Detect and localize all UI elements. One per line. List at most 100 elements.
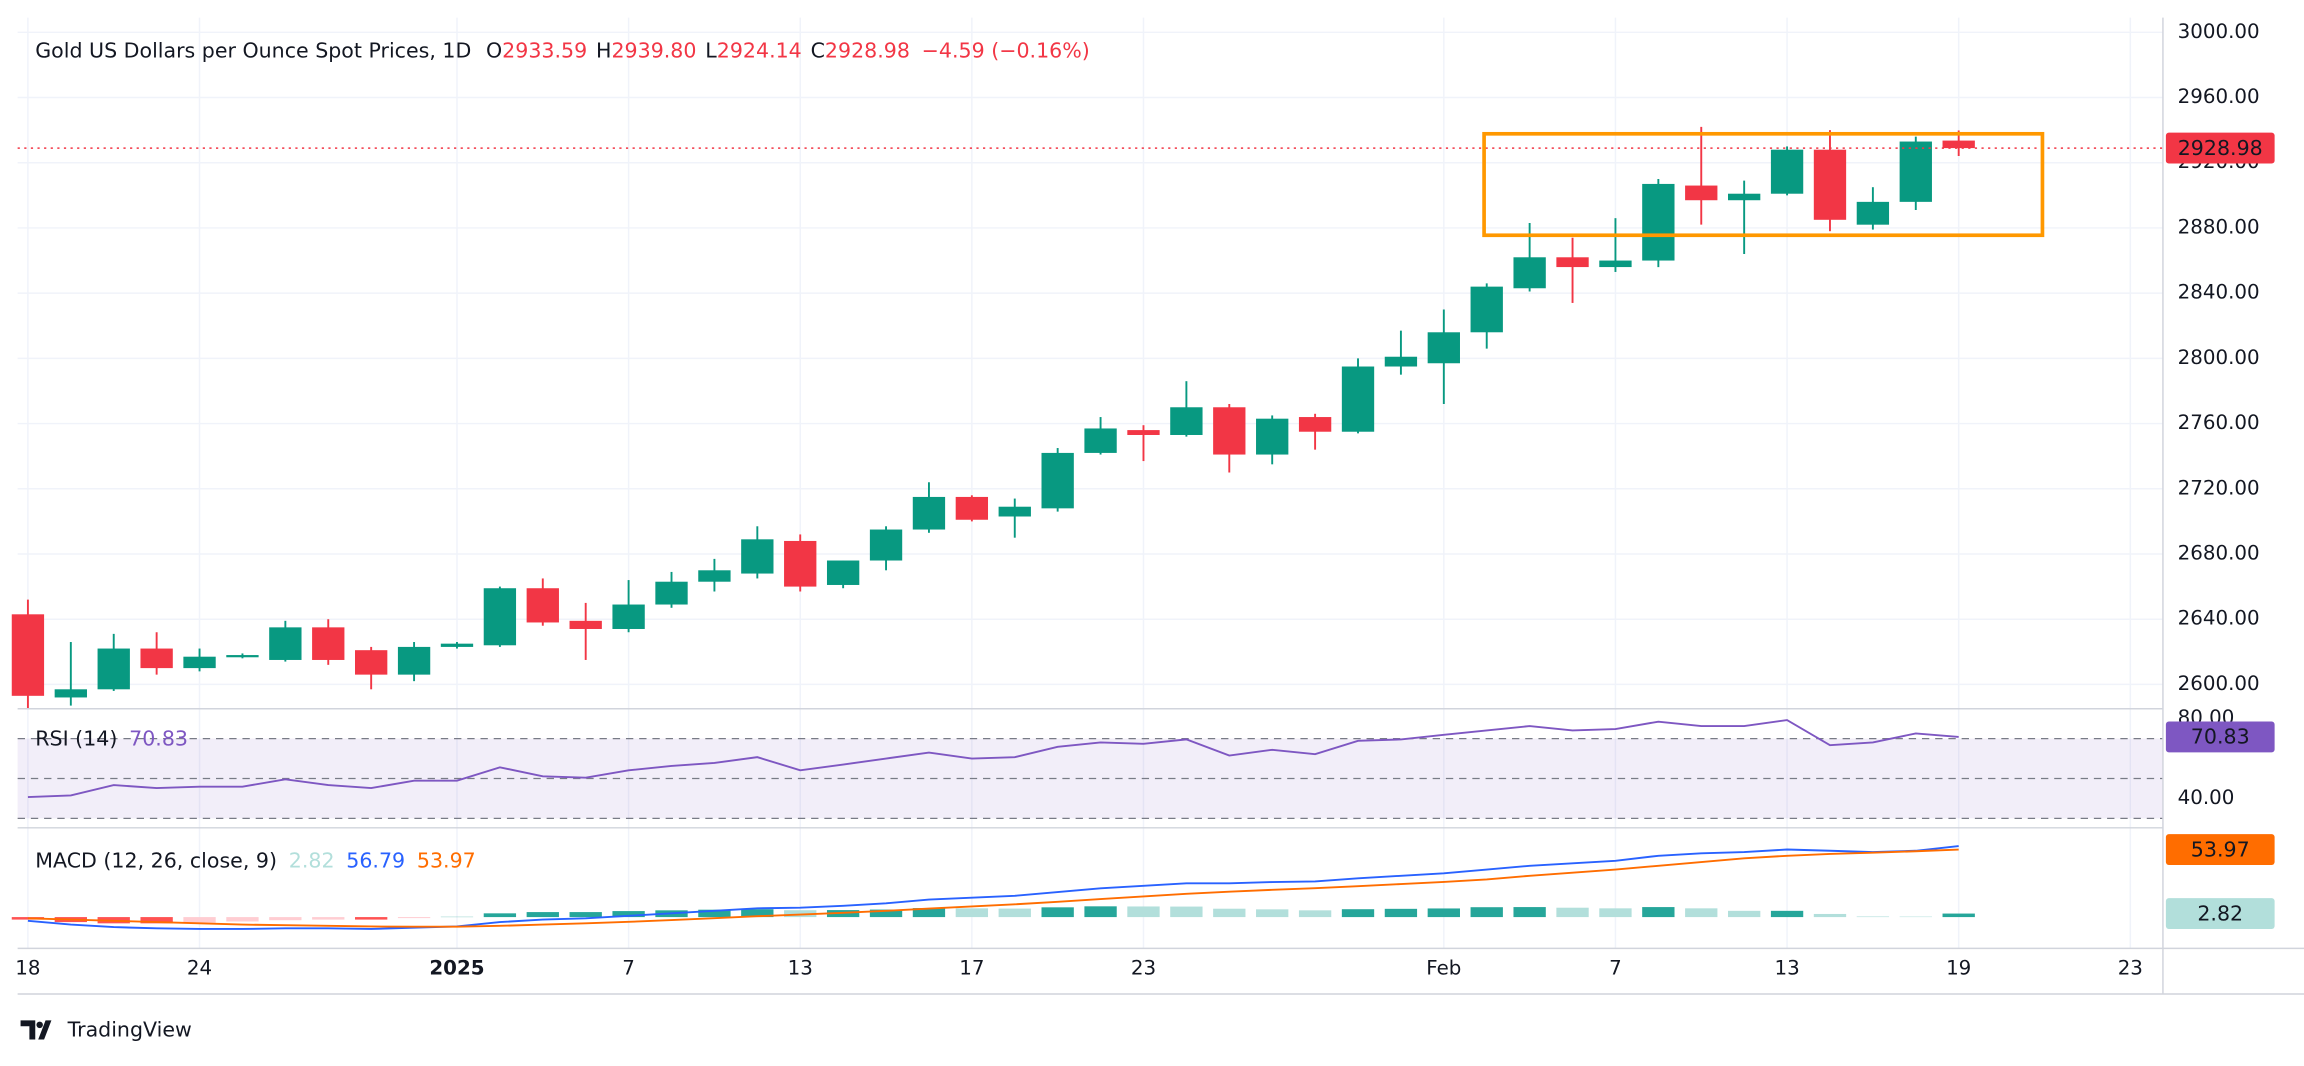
x-tick-label: 19 bbox=[1946, 956, 1971, 979]
y-tick-label: 2880.00 bbox=[2178, 215, 2260, 238]
candle-body bbox=[612, 604, 645, 629]
y-tick-label: 2640.00 bbox=[2178, 607, 2260, 630]
candle-body bbox=[97, 648, 130, 690]
candle-body bbox=[54, 689, 87, 698]
x-tick-label: 7 bbox=[1609, 956, 1622, 979]
candle-body bbox=[1513, 257, 1546, 289]
histogram-bar bbox=[1127, 906, 1160, 918]
candle-body bbox=[1556, 257, 1589, 268]
histogram-bar bbox=[1942, 913, 1975, 918]
candle-body bbox=[1256, 418, 1289, 455]
histogram-bar bbox=[1256, 909, 1289, 918]
ohlc-label: O bbox=[486, 38, 502, 62]
candle-body bbox=[1384, 356, 1418, 367]
change: −4.59 (−0.16%) bbox=[922, 38, 1090, 62]
range-box bbox=[1482, 131, 2045, 238]
labels: 18 24 2025 7 13 17 23 Feb 7 13 19 23 2600.00 2640.00 2… bbox=[15, 20, 2275, 979]
x-tick-label: 13 bbox=[788, 956, 813, 979]
candle-body bbox=[826, 560, 860, 585]
histogram-bar bbox=[1213, 908, 1246, 918]
histogram-bar bbox=[1856, 916, 1890, 918]
macd-legend: MACD (12, 26, close, 9) 2.82 56.79 53.97 bbox=[35, 849, 475, 873]
histogram-bar bbox=[698, 909, 731, 918]
candle-body bbox=[655, 581, 688, 605]
histogram-bar bbox=[1556, 907, 1589, 918]
candle-body bbox=[483, 588, 517, 646]
candle-body bbox=[183, 656, 216, 669]
rsi-title: RSI (14) bbox=[35, 727, 117, 751]
price-tag-label: 70.83 bbox=[2191, 725, 2250, 749]
candle-body bbox=[1084, 428, 1117, 453]
histogram-bar bbox=[1041, 907, 1074, 918]
candle-body bbox=[1127, 430, 1160, 435]
candle-body bbox=[912, 496, 946, 530]
candle-body bbox=[140, 648, 173, 669]
candle-body bbox=[226, 655, 259, 658]
candle-body bbox=[955, 496, 989, 520]
y-tick-label: 40.00 bbox=[2178, 786, 2235, 809]
histogram-bar bbox=[1084, 906, 1117, 918]
x-tick-label: 23 bbox=[1131, 956, 1156, 979]
histogram-bar bbox=[140, 917, 173, 924]
candle-body bbox=[698, 570, 731, 582]
x-tick-label: 23 bbox=[2118, 956, 2143, 979]
candle-body bbox=[1942, 140, 1975, 149]
hist-value: 2.82 bbox=[289, 849, 335, 873]
histogram-bar bbox=[1813, 913, 1847, 918]
price-tag bbox=[2165, 132, 2275, 164]
y-tick-label: 2760.00 bbox=[2178, 411, 2260, 434]
histogram-bar bbox=[1170, 906, 1203, 918]
candle-body bbox=[1427, 332, 1460, 364]
candle-body bbox=[869, 529, 903, 561]
candle-body bbox=[1728, 193, 1761, 201]
y-tick-label: 2720.00 bbox=[2178, 476, 2260, 499]
logo-icon bbox=[20, 1020, 52, 1040]
x-tick-label: 18 bbox=[15, 956, 40, 979]
histogram-bar bbox=[612, 911, 645, 918]
signal-value: 53.97 bbox=[417, 849, 476, 873]
price-tag-label: 2928.98 bbox=[2178, 136, 2263, 160]
rsi-legend: RSI (14) 70.83 bbox=[35, 727, 188, 751]
candle-body bbox=[784, 540, 817, 587]
y-tick-label: 3000.00 bbox=[2178, 20, 2260, 43]
brand: TradingView bbox=[67, 1018, 192, 1042]
histogram-bar bbox=[483, 913, 517, 918]
candle-body bbox=[1213, 407, 1246, 455]
histogram-bar bbox=[1642, 907, 1675, 918]
candle-body bbox=[1813, 149, 1847, 220]
price-tag bbox=[2165, 898, 2275, 929]
histogram-bar bbox=[955, 908, 989, 918]
candle-body bbox=[1642, 183, 1675, 261]
candle-body bbox=[741, 539, 774, 574]
histogram-bar bbox=[1513, 907, 1546, 918]
histogram-bar bbox=[397, 917, 431, 919]
histogram-bar bbox=[312, 917, 345, 920]
y-tick-label: 2960.00 bbox=[2178, 85, 2260, 108]
histogram-bar bbox=[1298, 910, 1332, 918]
histogram-bar bbox=[1341, 909, 1375, 918]
logo: TradingView bbox=[20, 1018, 192, 1042]
y-tick-label: 2680.00 bbox=[2178, 541, 2260, 564]
price-tag bbox=[2165, 721, 2275, 753]
histogram-bar bbox=[1470, 907, 1503, 918]
candle-body bbox=[269, 627, 302, 660]
candle-body bbox=[1770, 149, 1804, 194]
macd-line bbox=[27, 845, 1959, 930]
candle-body bbox=[1170, 407, 1203, 435]
candle-body bbox=[1341, 366, 1375, 432]
macd-line bbox=[27, 848, 1959, 928]
candle-body bbox=[355, 650, 388, 675]
header: Gold US Dollars per Ounce Spot Prices, 1… bbox=[35, 38, 1090, 62]
candle-body bbox=[526, 588, 559, 623]
candle-body bbox=[11, 614, 45, 696]
candle-body bbox=[440, 643, 474, 647]
x-tick-label: Feb bbox=[1426, 956, 1461, 979]
candle-body bbox=[1685, 185, 1718, 201]
histogram-bar bbox=[226, 917, 259, 922]
candle-body bbox=[1298, 417, 1332, 432]
histogram-bar bbox=[269, 917, 302, 921]
title: Gold US Dollars per Ounce Spot Prices, 1… bbox=[35, 38, 471, 62]
ohlc-label: L bbox=[705, 38, 717, 62]
histogram-bar bbox=[355, 917, 388, 920]
